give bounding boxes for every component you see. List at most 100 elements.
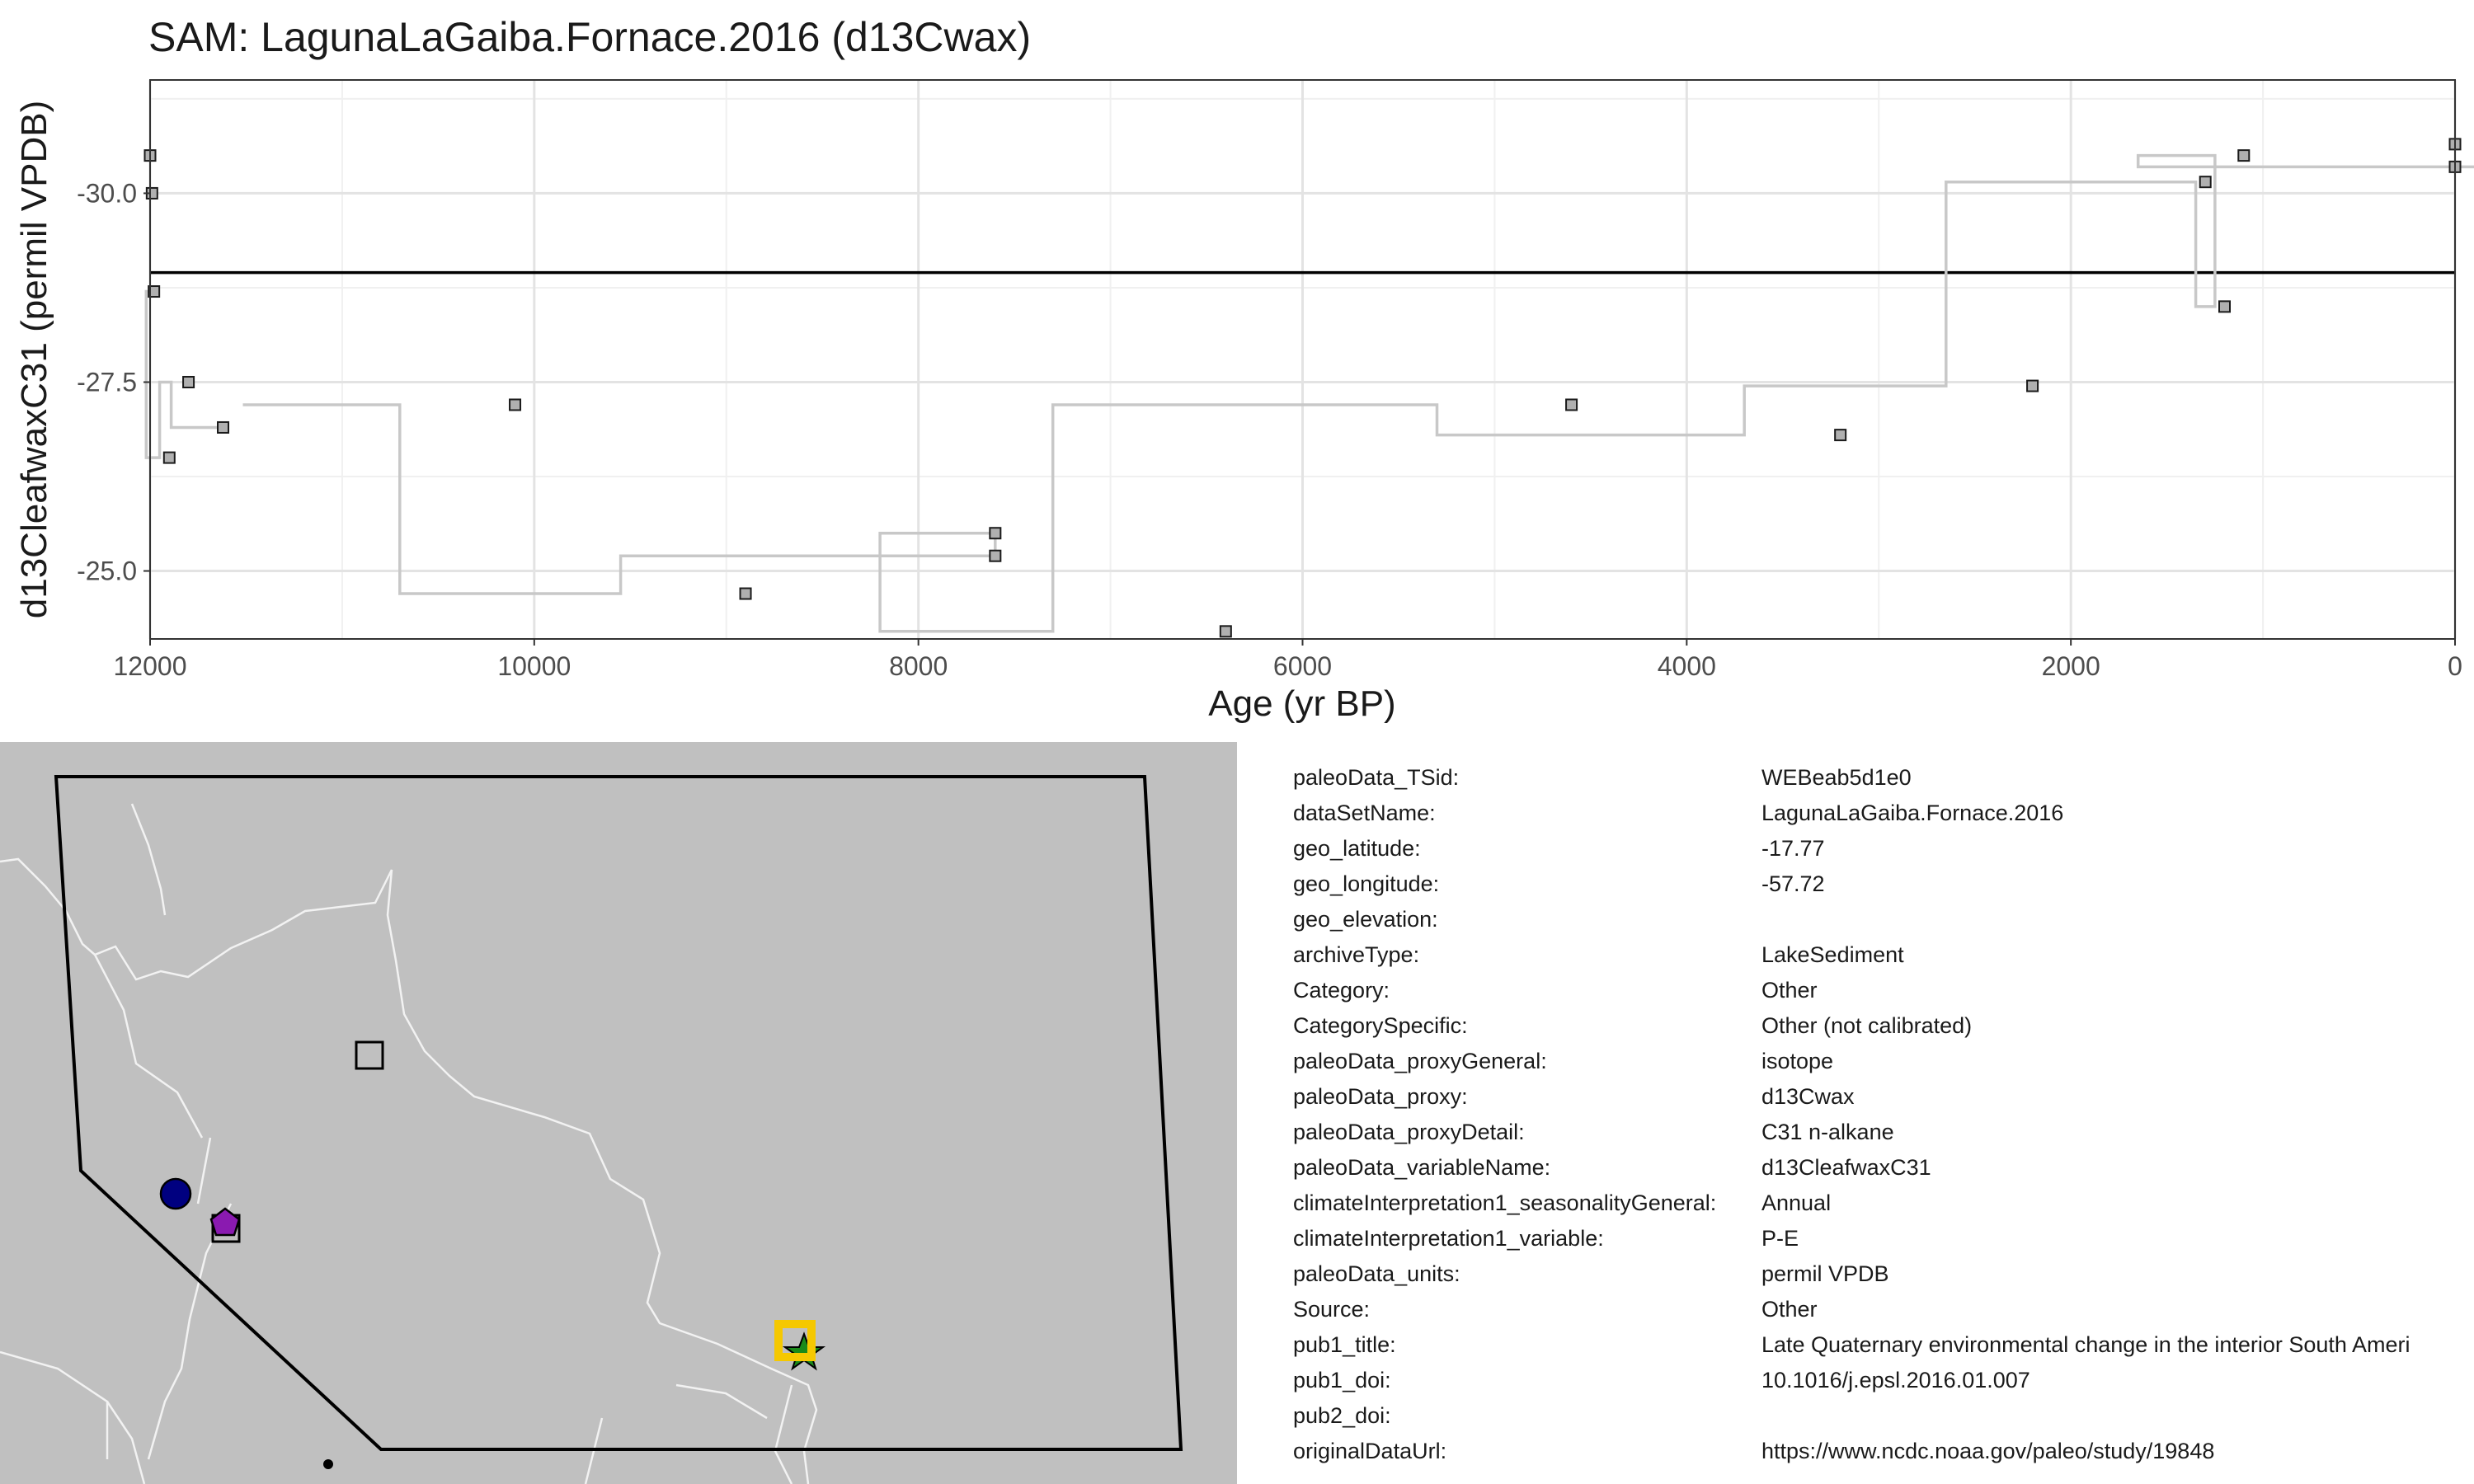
data-point [1219, 625, 1232, 638]
site-marker-circle [159, 1177, 192, 1210]
metadata-key: paleoData_units: [1293, 1261, 1460, 1286]
x-tick-label: 12000 [114, 651, 187, 681]
site-marker-star [782, 1331, 826, 1371]
metadata-value: WEBeab5d1e0 [1761, 765, 1912, 790]
series-step-line [242, 153, 2474, 633]
metadata-key: Source: [1293, 1297, 1371, 1322]
metadata-key: paleoData_proxyGeneral: [1293, 1049, 1547, 1073]
x-axis-title: Age (yr BP) [1208, 683, 1395, 724]
series-step-line [144, 289, 223, 459]
site-marker-pentagon [209, 1207, 241, 1237]
grid-lines [148, 80, 2457, 639]
metadata-key: paleoData_variableName: [1293, 1155, 1551, 1180]
metadata-key: pub1_doi: [1293, 1368, 1391, 1392]
map-svg [0, 775, 1183, 1484]
country-borders [0, 803, 818, 1484]
site-map [0, 742, 1237, 1484]
data-point [2199, 176, 2212, 189]
metadata-value: Other [1761, 978, 1818, 1003]
data-point [217, 420, 230, 434]
data-point [2218, 300, 2231, 313]
metadata-row: paleoData_proxyDetail: C31 n-alkane [1293, 1115, 2410, 1150]
data-point [509, 398, 522, 411]
metadata-row: climateInterpretation1_seasonalityGenera… [1293, 1186, 2410, 1221]
series-layer [143, 138, 2474, 638]
metadata-value: Other [1761, 1297, 1818, 1322]
metadata-value: Other (not calibrated) [1761, 1013, 1973, 1038]
x-tick-label: 4000 [1658, 651, 1716, 681]
y-axis-title: d13CleafwaxC31 (permil VPDB) [14, 101, 54, 618]
metadata-row: geo_elevation: [1293, 902, 2410, 937]
metadata-row: originalDataUrl: https://www.ncdc.noaa.go… [1293, 1434, 2410, 1469]
x-tick-label: 6000 [1273, 651, 1332, 681]
x-tick-label: 0 [2448, 651, 2462, 681]
metadata-row: archiveType: LakeSediment [1293, 937, 2410, 973]
metadata-row: pub2_doi: [1293, 1398, 2410, 1434]
y-tick-label: -27.5 [77, 367, 137, 397]
metadata-value: permil VPDB [1761, 1261, 1889, 1286]
site-marker-square [355, 1040, 384, 1070]
data-point [1565, 398, 1578, 411]
data-point [1834, 429, 1847, 442]
metadata-key: climateInterpretation1_variable: [1293, 1226, 1604, 1251]
data-point [162, 451, 176, 464]
metadata-key: archiveType: [1293, 942, 1420, 967]
metadata-key: Category: [1293, 978, 1390, 1003]
region-boundary [54, 775, 1183, 1451]
axis-ticks: 12000 10000 8000 6000 4000 2000 0 -30.0 -27.5 -25… [77, 178, 2462, 681]
x-tick-label: 8000 [889, 651, 948, 681]
metadata-row: pub1_doi: 10.1016/j.epsl.2016.01.007 [1293, 1363, 2410, 1398]
metadata-row: paleoData_variableName: d13CleafwaxC31 [1293, 1150, 2410, 1186]
metadata-key: geo_elevation: [1293, 907, 1438, 932]
metadata-row: paleoData_proxyGeneral: isotope [1293, 1044, 2410, 1079]
metadata-value: LakeSediment [1761, 942, 1904, 967]
metadata-row: paleoData_proxy: d13Cwax [1293, 1079, 2410, 1115]
data-point [989, 527, 1002, 540]
data-point [2026, 379, 2039, 392]
metadata-key: paleoData_proxyDetail: [1293, 1120, 1525, 1144]
metadata-row: climateInterpretation1_variable: P-E [1293, 1221, 2410, 1256]
x-tick-label: 2000 [2042, 651, 2100, 681]
metadata-row: Source: Other [1293, 1292, 2410, 1327]
y-tick-label: -25.0 [77, 556, 137, 586]
metadata-row: paleoData_TSid: WEBeab5d1e0 [1293, 760, 2410, 796]
metadata-value: isotope [1761, 1049, 1834, 1073]
x-tick-label: 10000 [497, 651, 571, 681]
metadata-value: -57.72 [1761, 871, 1825, 896]
metadata-table: paleoData_TSid: WEBeab5d1e0 dataSetName: La… [1293, 760, 2410, 1469]
metadata-key: pub2_doi: [1293, 1403, 1391, 1428]
chart-title: SAM: LagunaLaGaiba.Fornace.2016 (d13Cwax… [148, 14, 1032, 60]
metadata-key: climateInterpretation1_seasonalityGenera… [1293, 1190, 1717, 1215]
metadata-row: pub1_title: Late Quaternary environmental… [1293, 1327, 2410, 1363]
y-tick-label: -30.0 [77, 178, 137, 208]
metadata-value: Annual [1761, 1190, 1832, 1215]
metadata-key: pub1_title: [1293, 1332, 1396, 1357]
data-point [148, 285, 161, 298]
data-point [182, 375, 195, 388]
metadata-key: paleoData_proxy: [1293, 1084, 1468, 1109]
metadata-key: paleoData_TSid: [1293, 765, 1460, 790]
metadata-value: d13Cwax [1761, 1084, 1855, 1109]
data-point [739, 587, 752, 600]
metadata-row: dataSetName: LagunaLaGaiba.Fornace.2016 [1293, 796, 2410, 831]
site-marker-dot [323, 1459, 333, 1469]
metadata-key: geo_latitude: [1293, 836, 1421, 861]
metadata-row: CategorySpecific: Other (not calibrated) [1293, 1008, 2410, 1044]
metadata-value: C31 n-alkane [1761, 1120, 1894, 1144]
metadata-row: geo_longitude: -57.72 [1293, 866, 2410, 902]
metadata-row: geo_latitude: -17.77 [1293, 831, 2410, 866]
metadata-value: LagunaLaGaiba.Fornace.2016 [1761, 801, 2064, 825]
metadata-value: P-E [1761, 1226, 1799, 1251]
metadata-value: 10.1016/j.epsl.2016.01.007 [1761, 1368, 2030, 1392]
metadata-value: Late Quaternary environmental change in … [1761, 1332, 2411, 1357]
metadata-key: dataSetName: [1293, 801, 1436, 825]
data-point [2237, 149, 2251, 162]
highlighted-site-marker [774, 1320, 816, 1361]
metadata-value: https://www.ncdc.noaa.gov/paleo/study/19… [1761, 1439, 2215, 1463]
metadata-key: originalDataUrl: [1293, 1439, 1447, 1463]
metadata-row: Category: Other [1293, 973, 2410, 1008]
metadata-key: geo_longitude: [1293, 871, 1440, 896]
chart-plot: 12000 10000 8000 6000 4000 2000 0 -30.0 -27.5 -25… [14, 79, 2474, 724]
metadata-value: -17.77 [1761, 836, 1825, 861]
metadata-row: paleoData_units: permil VPDB [1293, 1256, 2410, 1292]
